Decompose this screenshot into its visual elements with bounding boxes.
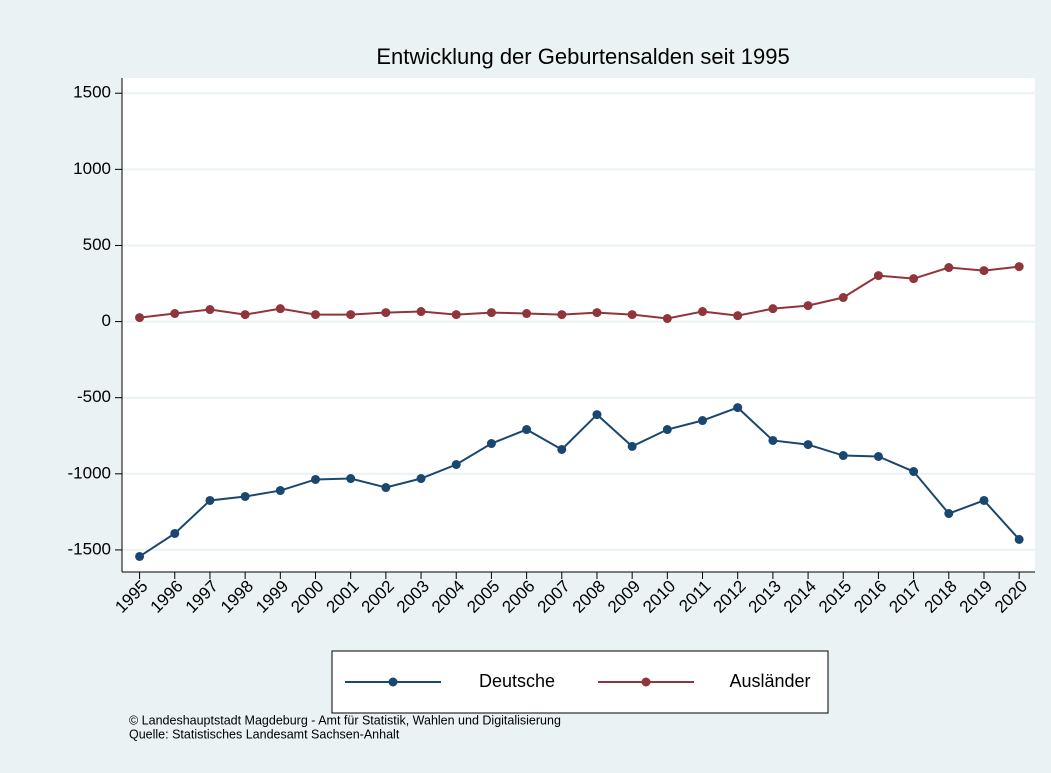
series-marker bbox=[733, 403, 743, 413]
series-marker bbox=[311, 474, 321, 484]
series-marker bbox=[170, 309, 180, 319]
legend-marker bbox=[388, 677, 398, 687]
series-marker bbox=[592, 308, 602, 318]
series-marker bbox=[346, 310, 356, 320]
legend-label: Deutsche bbox=[479, 671, 555, 691]
series-marker bbox=[768, 435, 778, 445]
series-marker bbox=[909, 467, 919, 477]
series-marker bbox=[944, 263, 954, 273]
series-marker bbox=[838, 451, 848, 461]
series-marker bbox=[135, 313, 145, 323]
y-tick-label: 500 bbox=[83, 235, 111, 254]
series-marker bbox=[803, 301, 813, 311]
series-marker bbox=[803, 440, 813, 450]
series-marker bbox=[979, 266, 989, 276]
series-marker bbox=[205, 495, 215, 505]
series-marker bbox=[311, 310, 321, 320]
series-marker bbox=[733, 311, 743, 321]
series-marker bbox=[135, 551, 145, 561]
series-marker bbox=[416, 474, 426, 484]
series-line bbox=[139, 265, 1020, 320]
footnote: Quelle: Statistisches Landesamt Sachsen-… bbox=[129, 727, 400, 741]
series-marker bbox=[873, 451, 883, 461]
series-marker bbox=[627, 441, 637, 451]
series-marker bbox=[240, 491, 250, 501]
y-tick-label: -1000 bbox=[68, 463, 111, 482]
legend-marker bbox=[641, 677, 651, 687]
series-marker bbox=[170, 528, 180, 538]
series-marker bbox=[1014, 262, 1024, 272]
series-marker bbox=[698, 416, 708, 426]
series-marker bbox=[416, 307, 426, 317]
footnote: © Landeshauptstadt Magdeburg - Amt für S… bbox=[129, 713, 561, 727]
plot-area bbox=[122, 78, 1035, 572]
series-marker bbox=[451, 310, 461, 320]
series-marker bbox=[627, 310, 637, 320]
series-marker bbox=[451, 460, 461, 470]
y-tick-label: 0 bbox=[102, 311, 111, 330]
series-marker bbox=[768, 304, 778, 314]
series-marker bbox=[1014, 534, 1024, 544]
series-marker bbox=[381, 483, 391, 493]
y-tick-label: 1500 bbox=[73, 83, 111, 102]
series-marker bbox=[838, 293, 848, 303]
series-marker bbox=[698, 307, 708, 317]
series-marker bbox=[240, 310, 250, 320]
series-marker bbox=[873, 271, 883, 281]
series-marker bbox=[522, 309, 532, 319]
y-tick-label: -1500 bbox=[68, 539, 111, 558]
legend-label: Ausländer bbox=[729, 671, 810, 691]
series-marker bbox=[979, 495, 989, 505]
series-marker bbox=[275, 304, 285, 314]
series-marker bbox=[275, 486, 285, 496]
series-marker bbox=[381, 308, 391, 318]
series-marker bbox=[909, 274, 919, 284]
series-marker bbox=[557, 444, 567, 454]
y-tick-label: -500 bbox=[77, 387, 111, 406]
series-line bbox=[139, 406, 1020, 558]
series-marker bbox=[944, 509, 954, 519]
series-marker bbox=[592, 410, 602, 420]
series-marker bbox=[522, 425, 532, 435]
series-marker bbox=[346, 474, 356, 484]
series-marker bbox=[486, 308, 496, 318]
chart-title: Entwicklung der Geburtensalden seit 1995 bbox=[376, 44, 789, 69]
series-marker bbox=[557, 310, 567, 320]
y-tick-label: 1000 bbox=[73, 159, 111, 178]
series-marker bbox=[662, 314, 672, 324]
series-marker bbox=[662, 425, 672, 435]
series-marker bbox=[205, 305, 215, 315]
series-marker bbox=[486, 439, 496, 449]
